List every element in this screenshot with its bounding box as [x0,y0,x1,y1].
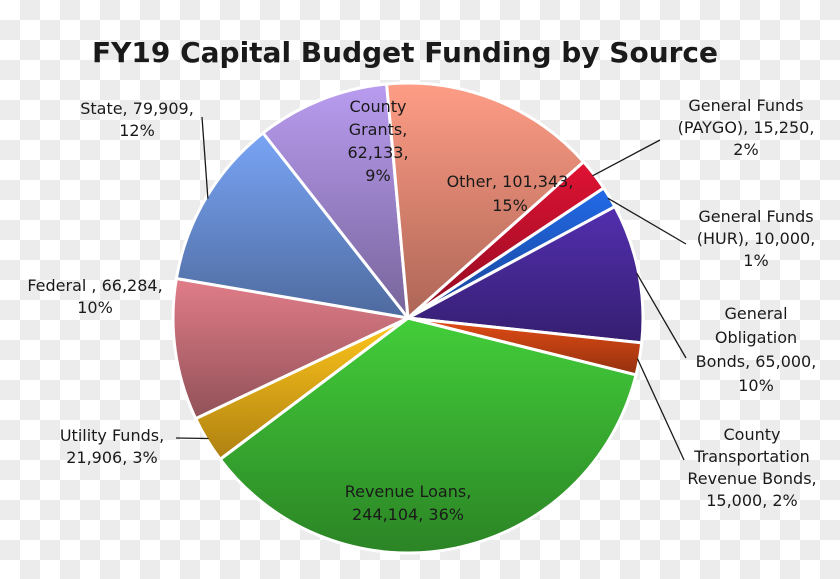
slice-label-line: 2% [733,140,758,159]
leader-line-state [201,116,209,199]
slice-label-other: Other, 101,343, 15% [447,172,574,215]
slice-label-general-funds-paygo-: General Funds (PAYGO), 15,250, 2% [678,96,815,159]
pie-slice-county-transportation-revenue-bonds [406,316,644,377]
slice-label-line: 12% [119,121,155,140]
slice-label-general-obligation-bonds: General Obligation Bonds, 65,000, 10% [696,304,817,395]
pie-slices [171,81,645,555]
slice-label-line: 1% [743,251,768,270]
pie-slice-general-obligation-bonds [406,205,645,345]
pie-slice-revenue-loans [218,316,638,555]
slice-label-state: State, 79,909, 12% [80,99,194,140]
slice-label-line: 15,000, 2% [706,491,798,510]
slice-label-county-grants: County Grants, 62,133, 9% [347,97,408,185]
slice-label-utility-funds: Utility Funds, 21,906, 3% [60,426,164,467]
slice-label-line: Revenue Bonds, [687,469,816,488]
slice-label-line: General Funds [688,96,803,115]
slice-labels: Revenue Loans, 244,104, 36% Utility Funds,… [27,96,816,524]
slice-label-line: County [724,425,781,444]
pie-slice-county-grants [261,82,410,320]
slice-label-county-transportation-revenue-bonds: County Transportation Revenue Bonds, 15,000… [687,425,816,510]
leader-lines [175,116,687,461]
slice-label-line: Bonds, 65,000, [696,352,817,371]
slice-label-line: State, 79,909, [80,99,194,118]
pie-slice-federal [171,276,410,421]
slice-label-line: Utility Funds, [60,426,164,445]
pie-slice-state [174,131,410,320]
slice-label-line: General [724,304,787,323]
slice-label-line: Transportation [693,447,810,466]
slice-label-line: General Funds [698,207,813,226]
leader-line-general-obligation-bonds [636,272,687,359]
slice-label-general-funds-hur-: General Funds (HUR), 10,000, 1% [697,207,816,270]
slice-label-line: County [350,97,407,116]
slice-label-line: 244,104, 36% [352,505,464,524]
pie-slice-other [385,81,586,320]
slice-label-line: (HUR), 10,000, [697,229,816,248]
leader-line-utility-funds [175,437,209,440]
slice-label-line: (PAYGO), 15,250, [678,118,815,137]
slice-label-line: Grants, [349,120,408,139]
slice-label-line: 62,133, [347,143,408,162]
slice-label-line: Other, 101,343, [447,172,574,191]
slice-label-line: Federal , 66,284, [27,276,162,295]
slice-label-line: 10% [738,376,774,395]
slice-label-line: 21,906, 3% [66,448,158,467]
slice-label-revenue-loans: Revenue Loans, 244,104, 36% [345,482,472,524]
slice-label-line: Revenue Loans, [345,482,472,501]
slice-label-line: Obligation [715,328,797,347]
slice-label-federal: Federal , 66,284, 10% [27,276,162,317]
chart-title: FY19 Capital Budget Funding by Source [92,36,718,69]
leader-line-general-funds-paygo- [592,139,661,177]
leader-line-general-funds-hur- [607,197,687,245]
slice-label-line: 15% [492,196,528,215]
slice-label-line: 9% [365,166,390,185]
leader-line-county-transportation-revenue-bonds [636,358,685,461]
slice-label-line: 10% [77,298,113,317]
